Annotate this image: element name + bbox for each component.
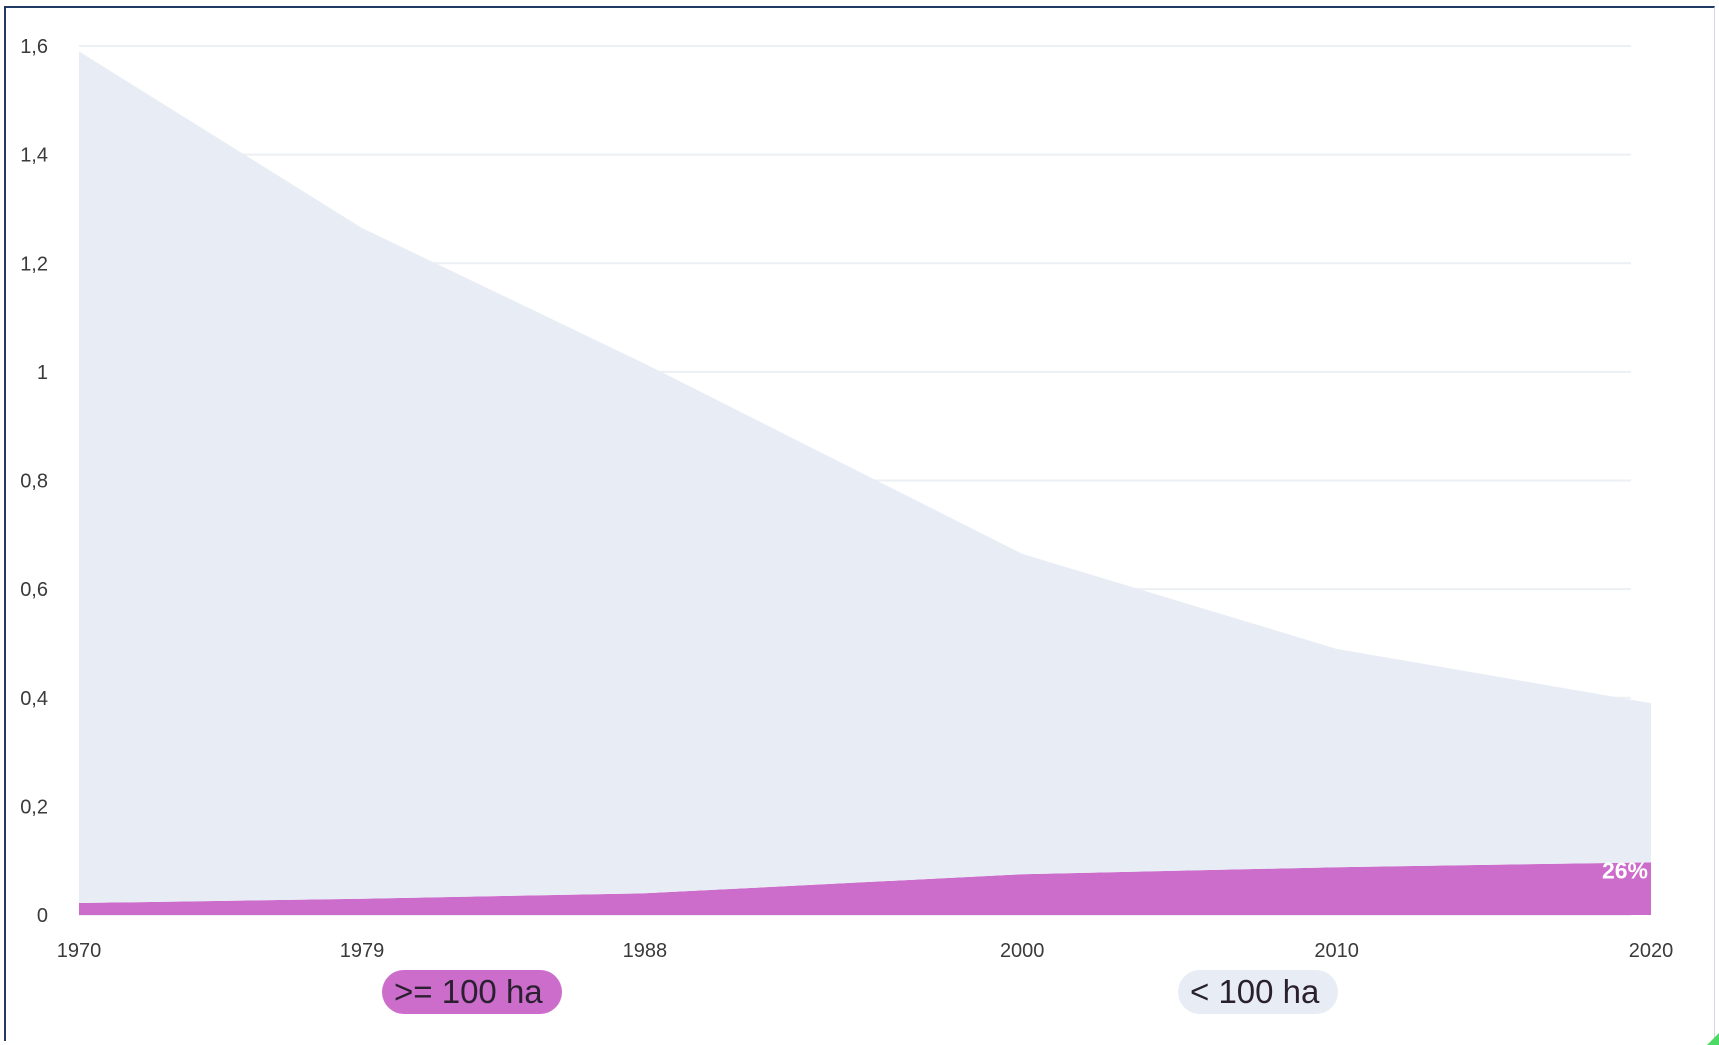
- y-tick-label: 0,4: [20, 688, 48, 710]
- legend-item-large-farms[interactable]: >= 100 ha: [382, 970, 562, 1014]
- x-tick-label: 2000: [1000, 940, 1045, 962]
- x-tick-label: 1979: [340, 940, 385, 962]
- y-tick-label: 0,6: [20, 579, 48, 601]
- y-tick-label: 1,6: [20, 36, 48, 58]
- corner-accent: [1707, 1033, 1719, 1045]
- y-tick-label: 0: [37, 905, 48, 927]
- x-tick-label: 1988: [623, 940, 668, 962]
- y-tick-label: 1,4: [20, 145, 48, 167]
- y-tick-label: 0,2: [20, 796, 48, 818]
- x-tick-label: 2010: [1314, 940, 1359, 962]
- area-series-small-farms: [79, 51, 1651, 904]
- x-tick-label: 1970: [57, 940, 102, 962]
- y-tick-label: 0,8: [20, 471, 48, 493]
- y-tick-label: 1,2: [20, 253, 48, 275]
- area-series-large-farms: [79, 862, 1651, 915]
- legend-item-small-farms[interactable]: < 100 ha: [1178, 970, 1338, 1014]
- chart-frame: 0 0,2 0,4 0,6 0,8 1 1,2 1,4 1,6 1970 1979 1988 2000 2…: [4, 6, 1715, 1041]
- share-annotation: 26%: [1602, 858, 1648, 884]
- y-tick-label: 1: [37, 362, 48, 384]
- stacked-area-chart: 0 0,2 0,4 0,6 0,8 1 1,2 1,4 1,6 1970 1979 1988 2000 2…: [20, 36, 1674, 962]
- x-tick-label: 2020: [1629, 940, 1674, 962]
